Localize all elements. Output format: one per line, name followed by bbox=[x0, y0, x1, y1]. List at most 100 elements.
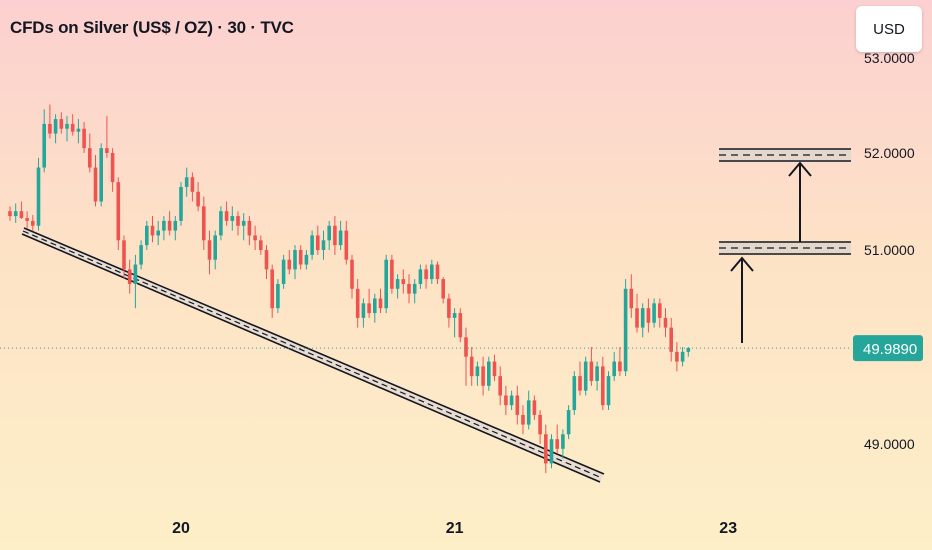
candle-body bbox=[401, 279, 406, 284]
candle-body bbox=[8, 211, 12, 217]
candle bbox=[53, 114, 58, 144]
candle-body bbox=[25, 217, 29, 221]
candle-body bbox=[196, 191, 200, 207]
candle-body bbox=[606, 376, 611, 406]
candle-body bbox=[344, 230, 349, 260]
candle bbox=[640, 303, 645, 338]
candle bbox=[338, 220, 343, 250]
currency-button[interactable]: USD bbox=[856, 6, 922, 52]
candle-body bbox=[458, 313, 463, 338]
candle-body bbox=[572, 376, 577, 411]
candle bbox=[595, 361, 599, 391]
candle bbox=[333, 216, 337, 255]
candle-body bbox=[481, 366, 485, 386]
candle-body bbox=[424, 269, 428, 280]
candle bbox=[70, 114, 75, 136]
candle-body bbox=[270, 269, 274, 309]
arrow-head bbox=[730, 256, 754, 272]
candle-body bbox=[236, 216, 240, 226]
candle-body bbox=[65, 123, 69, 129]
candle-body bbox=[156, 230, 160, 236]
candle-body bbox=[555, 439, 559, 449]
candle bbox=[504, 385, 508, 415]
candle-body bbox=[338, 230, 343, 246]
candle bbox=[321, 230, 326, 260]
candle-body bbox=[304, 254, 309, 265]
candle-body bbox=[230, 216, 235, 221]
candle bbox=[88, 133, 92, 173]
candle bbox=[572, 371, 577, 415]
target-zone-lower[interactable] bbox=[719, 241, 851, 255]
candle bbox=[190, 172, 195, 202]
candle bbox=[167, 211, 172, 236]
candle-body bbox=[48, 123, 52, 134]
candle bbox=[606, 371, 611, 411]
arrow-head bbox=[788, 161, 812, 177]
candle bbox=[652, 298, 656, 328]
candle-body bbox=[224, 211, 229, 221]
x-tick-label: 21 bbox=[446, 520, 464, 537]
candle bbox=[127, 259, 132, 294]
candle bbox=[521, 405, 525, 435]
candle-body bbox=[31, 220, 35, 226]
candle-body bbox=[447, 298, 451, 318]
candle-body bbox=[298, 250, 303, 265]
candle bbox=[544, 424, 548, 474]
candle-body bbox=[538, 414, 542, 435]
candle-body bbox=[675, 351, 679, 362]
candle-body bbox=[515, 395, 520, 415]
current-price-text: 49.9890 bbox=[863, 341, 917, 358]
candle-body bbox=[259, 240, 263, 250]
arrow-up-first[interactable] bbox=[730, 256, 754, 343]
candle-body bbox=[241, 220, 246, 226]
candle bbox=[219, 206, 223, 241]
candle-body bbox=[36, 167, 41, 226]
candle bbox=[76, 119, 81, 144]
candle-body bbox=[469, 356, 474, 377]
candle bbox=[99, 143, 103, 207]
arrow-up-second[interactable] bbox=[788, 161, 812, 242]
candle-body bbox=[321, 240, 326, 250]
candle bbox=[447, 293, 451, 328]
candle-body bbox=[549, 439, 554, 464]
candle-body bbox=[509, 395, 514, 406]
candle bbox=[549, 434, 554, 469]
candle bbox=[464, 327, 468, 386]
candle bbox=[361, 298, 366, 328]
candle-body bbox=[595, 366, 599, 381]
candle bbox=[612, 351, 616, 381]
candle-body bbox=[430, 264, 434, 280]
candle bbox=[601, 356, 605, 411]
candle bbox=[561, 429, 565, 459]
chart-title: CFDs on Silver (US$ / OZ) · 30 · TVC bbox=[10, 18, 294, 37]
candle bbox=[469, 347, 474, 386]
candle bbox=[310, 230, 314, 260]
candle bbox=[259, 235, 263, 255]
candle bbox=[82, 121, 86, 153]
candle-body bbox=[127, 269, 132, 284]
candle-body bbox=[264, 250, 269, 270]
candle-body bbox=[635, 308, 639, 328]
target-zone-upper[interactable] bbox=[719, 148, 851, 162]
candle-body bbox=[116, 182, 121, 241]
candle-body bbox=[145, 225, 149, 246]
candle-body bbox=[487, 361, 491, 386]
candle-body bbox=[42, 123, 46, 168]
candle-body bbox=[532, 400, 537, 415]
candle bbox=[458, 308, 463, 343]
candle-body bbox=[680, 351, 685, 362]
candle bbox=[578, 361, 582, 396]
candle-body bbox=[686, 347, 691, 352]
y-tick-label: 51.0000 bbox=[864, 242, 915, 258]
candle bbox=[418, 264, 423, 289]
candle bbox=[452, 308, 457, 338]
candle-body bbox=[355, 288, 360, 318]
candle bbox=[122, 235, 126, 280]
candle-body bbox=[202, 206, 206, 241]
candle bbox=[629, 274, 634, 318]
candle-body bbox=[544, 434, 548, 464]
candle-body bbox=[167, 220, 172, 231]
candle-body bbox=[53, 119, 58, 134]
trendline-channel[interactable] bbox=[21, 227, 605, 483]
